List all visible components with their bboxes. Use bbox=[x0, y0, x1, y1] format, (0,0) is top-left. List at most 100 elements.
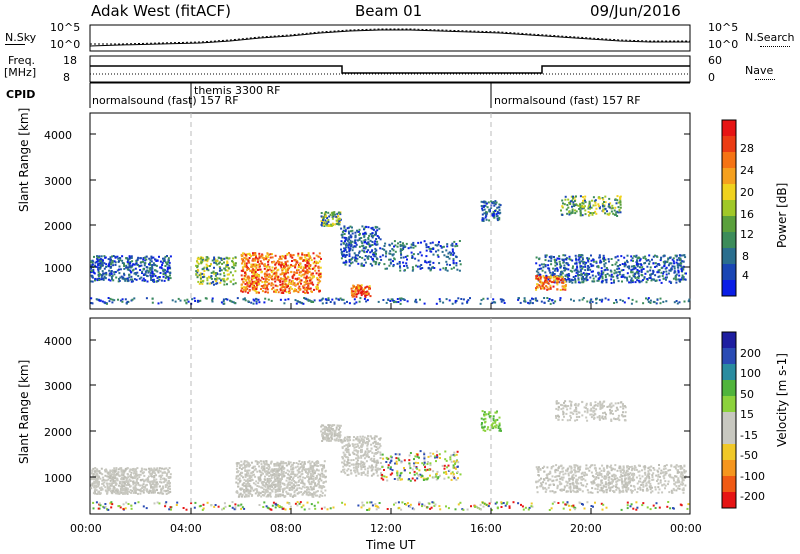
velocity-cells-cell bbox=[272, 469, 275, 472]
power-cells-cell bbox=[196, 271, 199, 274]
velocity-cells-cell bbox=[362, 438, 365, 441]
power-cells-cell bbox=[222, 300, 225, 303]
power-cells-cell bbox=[279, 273, 282, 276]
power-cells-cell bbox=[646, 298, 649, 301]
power-cells-cell bbox=[300, 279, 303, 282]
power-cells-cell bbox=[623, 256, 626, 259]
power-cells-cell bbox=[433, 267, 436, 269]
power-cbtick-8: 8 bbox=[742, 250, 749, 263]
velocity-cells-cell bbox=[128, 475, 131, 478]
power-cells-cell bbox=[210, 282, 213, 285]
velocity-cells-cell bbox=[135, 470, 138, 473]
power-cells-cell bbox=[223, 267, 226, 270]
velocity-cells-cell bbox=[344, 439, 346, 442]
power-cells-cell bbox=[602, 260, 605, 263]
power-cells-cell bbox=[394, 244, 397, 247]
power-cells-cell bbox=[371, 264, 374, 267]
velocity-cells-cell bbox=[289, 493, 292, 496]
velocity-cells-cell bbox=[317, 481, 320, 483]
velocity-cells-cell bbox=[282, 490, 284, 493]
power-cells-cell bbox=[102, 277, 105, 280]
power-cells-cell bbox=[547, 282, 550, 285]
velocity-cells-cell bbox=[110, 491, 113, 494]
power-cells-cell bbox=[636, 257, 639, 260]
power-cells-cell bbox=[527, 301, 530, 304]
power-cells-cell bbox=[547, 276, 550, 279]
power-cells-cell bbox=[454, 301, 457, 304]
power-cells-cell bbox=[343, 250, 345, 253]
power-cells-cell bbox=[420, 241, 422, 244]
power-cells-cell bbox=[572, 299, 575, 302]
velocity-cells-cell bbox=[101, 479, 104, 482]
power-cells-cell bbox=[336, 212, 339, 215]
velocity-cells-cell bbox=[147, 479, 150, 482]
velocity-cells-cell bbox=[96, 492, 98, 495]
velocity-cells-cell bbox=[257, 476, 260, 479]
power-cells-cell bbox=[253, 276, 256, 279]
power-cells-cell bbox=[98, 259, 101, 262]
velocity-cells-cell bbox=[312, 481, 315, 484]
velocity-cells-cell bbox=[274, 478, 277, 481]
power-cells-cell bbox=[677, 271, 680, 274]
velocity-cells-cell bbox=[379, 444, 382, 447]
power-cells-cell bbox=[588, 204, 591, 207]
power-cells-cell bbox=[123, 267, 126, 270]
power-cells-cell bbox=[541, 287, 544, 290]
velocity-cells-cell bbox=[276, 470, 279, 472]
power-cells-cell bbox=[556, 257, 559, 260]
power-cells-cell bbox=[370, 255, 373, 258]
power-cells-cell bbox=[415, 301, 418, 304]
power-cells-cell bbox=[196, 261, 199, 264]
power-cells-cell bbox=[303, 288, 306, 291]
velocity-cells-cell bbox=[288, 462, 291, 465]
power-cells-cell bbox=[573, 269, 576, 272]
power-cells-cell bbox=[251, 285, 254, 288]
power-cells-cell bbox=[681, 260, 684, 263]
power-cells-cell bbox=[243, 289, 245, 291]
power-cells-cell bbox=[292, 283, 295, 286]
power-cells-cell bbox=[341, 255, 344, 258]
velocity-cells-cell bbox=[275, 471, 278, 474]
power-cells-cell bbox=[139, 269, 142, 271]
power-cells-cell bbox=[371, 236, 374, 239]
power-cells-cell bbox=[247, 260, 250, 263]
power-cells-cell bbox=[355, 293, 358, 296]
velocity-cells-cell bbox=[359, 440, 362, 443]
power-cells-cell bbox=[335, 215, 338, 218]
power-cells-cell bbox=[442, 301, 445, 304]
power-cells-cell bbox=[535, 270, 538, 273]
power-cells-cell bbox=[245, 262, 248, 265]
power-cells-cell bbox=[247, 282, 250, 284]
velocity-cells-cell bbox=[261, 481, 264, 484]
power-cells-cell bbox=[676, 262, 679, 265]
power-cells-cell bbox=[651, 272, 654, 275]
power-cells-cell bbox=[232, 278, 235, 281]
velocity-cells-cell bbox=[318, 484, 321, 487]
power-cells-cell bbox=[483, 212, 486, 215]
velocity-cells-cell bbox=[305, 493, 308, 496]
power-cells-cell bbox=[138, 265, 141, 267]
velocity-cells-cell bbox=[262, 468, 265, 470]
power-cells-cell bbox=[531, 297, 533, 300]
power-cells-cell bbox=[367, 243, 370, 246]
power-cells-cell bbox=[319, 266, 322, 269]
velocity-cells-cell bbox=[106, 486, 109, 489]
velocity-cells-cell bbox=[242, 476, 244, 479]
power-cells-cell bbox=[198, 258, 201, 261]
power-cells-cell bbox=[305, 288, 308, 291]
power-cells-cell bbox=[349, 239, 352, 242]
power-cells-cell bbox=[358, 256, 361, 258]
velocity-cells-cell bbox=[236, 491, 239, 494]
power-cells-cell bbox=[280, 266, 283, 269]
velocity-cbtick-m100: -100 bbox=[740, 470, 765, 483]
velocity-cells-cell bbox=[317, 479, 320, 482]
velocity-cells-cell bbox=[300, 491, 303, 493]
power-cells-cell bbox=[330, 225, 333, 227]
velocity-cells-cell bbox=[166, 473, 168, 476]
power-cells-cell bbox=[680, 278, 683, 281]
power-cells-cell bbox=[436, 244, 439, 247]
power-cells-cell bbox=[456, 268, 459, 271]
nsky-tick-bottom: 10^0 bbox=[50, 38, 81, 51]
power-cells-cell bbox=[301, 302, 304, 305]
power-cells-cell bbox=[425, 246, 428, 249]
